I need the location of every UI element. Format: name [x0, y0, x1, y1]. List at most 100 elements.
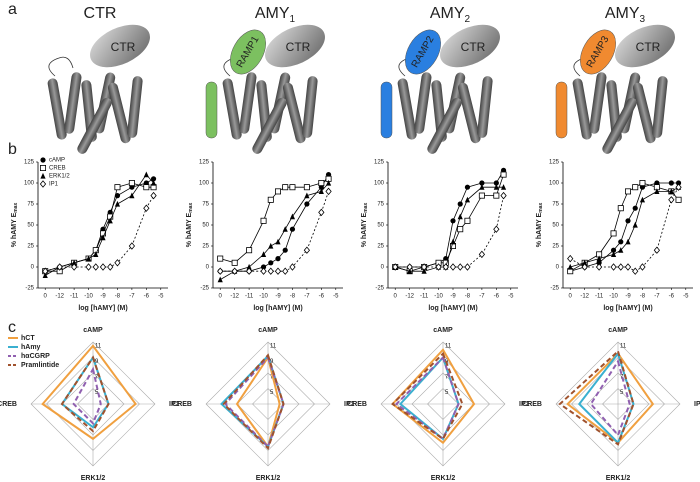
point: [478, 192, 485, 199]
point: [610, 247, 617, 253]
y-label-text: % hAMY E: [361, 212, 368, 247]
helix: [427, 97, 462, 154]
point: [128, 179, 135, 186]
fit-line: [220, 174, 329, 272]
x-tick-label: -6: [319, 294, 325, 300]
ramp-ecd: [405, 29, 441, 75]
point: [618, 239, 624, 245]
point: [245, 267, 253, 275]
point: [595, 263, 603, 271]
y-tick-label: -25: [550, 286, 559, 292]
point: [450, 218, 456, 224]
point: [457, 213, 463, 220]
y-tick-label: 100: [199, 181, 210, 187]
y-tick-label: 75: [377, 202, 384, 208]
point: [99, 263, 107, 271]
r-tick-label: 11: [270, 344, 277, 350]
x-tick-label: -11: [420, 294, 429, 300]
legend-label: hCT: [21, 335, 35, 342]
point: [93, 251, 99, 257]
radar-series: [72, 366, 102, 426]
x-tick-label: -8: [290, 294, 296, 300]
point: [493, 180, 499, 186]
y-tick-label: 0: [206, 265, 210, 271]
point: [267, 267, 274, 275]
point: [150, 176, 157, 182]
axis-label: ERK1/2: [431, 475, 456, 482]
point: [450, 238, 456, 245]
receptor: RAMP3 CTR: [555, 24, 675, 154]
point: [632, 205, 638, 211]
point: [150, 179, 157, 186]
point: [625, 188, 632, 195]
point: [289, 184, 296, 191]
legend-label: hαCGRP: [21, 353, 50, 360]
x-tick-label: -5: [158, 294, 164, 300]
axis-label: cAMP: [83, 327, 103, 334]
point: [625, 218, 631, 224]
fit-line: [220, 178, 329, 264]
x-tick-label: -6: [494, 294, 500, 300]
point: [639, 263, 646, 271]
y-axis-label: % hAMY Emax: [361, 203, 369, 248]
fit-line: [570, 182, 679, 272]
point: [143, 171, 149, 178]
y-tick-label: 75: [202, 202, 209, 208]
point: [260, 264, 267, 270]
point: [282, 184, 289, 191]
helix: [652, 76, 668, 138]
point: [596, 255, 602, 262]
point: [289, 226, 296, 232]
x-tick-label: -7: [654, 294, 660, 300]
x-axis-label: log [hAMY] (M): [428, 305, 477, 312]
x-tick-label: -11: [245, 294, 254, 300]
point: [231, 267, 238, 275]
ecd-label: CTR: [461, 40, 486, 54]
point: [464, 217, 471, 224]
point: [632, 221, 638, 228]
y-axis-label: % hAMY Emax: [11, 203, 19, 248]
point: [318, 188, 324, 194]
axis-label: IP1: [169, 401, 180, 408]
point: [618, 247, 624, 253]
fit-line: [395, 195, 504, 268]
ramp-helix: [205, 81, 218, 139]
helix: [589, 72, 607, 134]
radar-series: [558, 349, 635, 446]
point: [668, 188, 674, 194]
point: [479, 180, 485, 186]
point: [668, 180, 674, 186]
point: [318, 179, 325, 186]
x-tick-label: 0: [394, 294, 398, 300]
fit-line: [395, 174, 504, 272]
point: [610, 263, 617, 271]
ecd-label: CTR: [111, 40, 136, 54]
loop: [48, 56, 74, 77]
point: [617, 205, 624, 212]
y-tick-label: 125: [24, 160, 35, 166]
axis-label: CREB: [522, 401, 542, 408]
title-sub: 2: [465, 14, 471, 25]
x-axis-label: log [hAMY] (M): [78, 305, 127, 312]
point: [274, 267, 282, 275]
y-label-text: % hAMY E: [536, 212, 543, 247]
legend-label: ERK1/2: [49, 174, 70, 180]
radar-series: [222, 353, 285, 451]
point: [639, 179, 646, 186]
y-tick-label: 50: [27, 223, 34, 229]
point: [464, 196, 471, 203]
fit-line: [395, 186, 504, 272]
x-tick-label: -8: [640, 294, 646, 300]
x-tick-label: -11: [595, 294, 604, 300]
title-text: AMY: [605, 5, 640, 22]
point: [675, 183, 682, 191]
point: [567, 254, 574, 263]
axis-label: ERK1/2: [81, 475, 106, 482]
point: [632, 184, 639, 191]
point: [282, 267, 289, 275]
point: [421, 268, 427, 274]
diagram-title: AMY3: [605, 5, 646, 24]
fit-line: [44, 173, 154, 276]
point: [42, 272, 48, 278]
